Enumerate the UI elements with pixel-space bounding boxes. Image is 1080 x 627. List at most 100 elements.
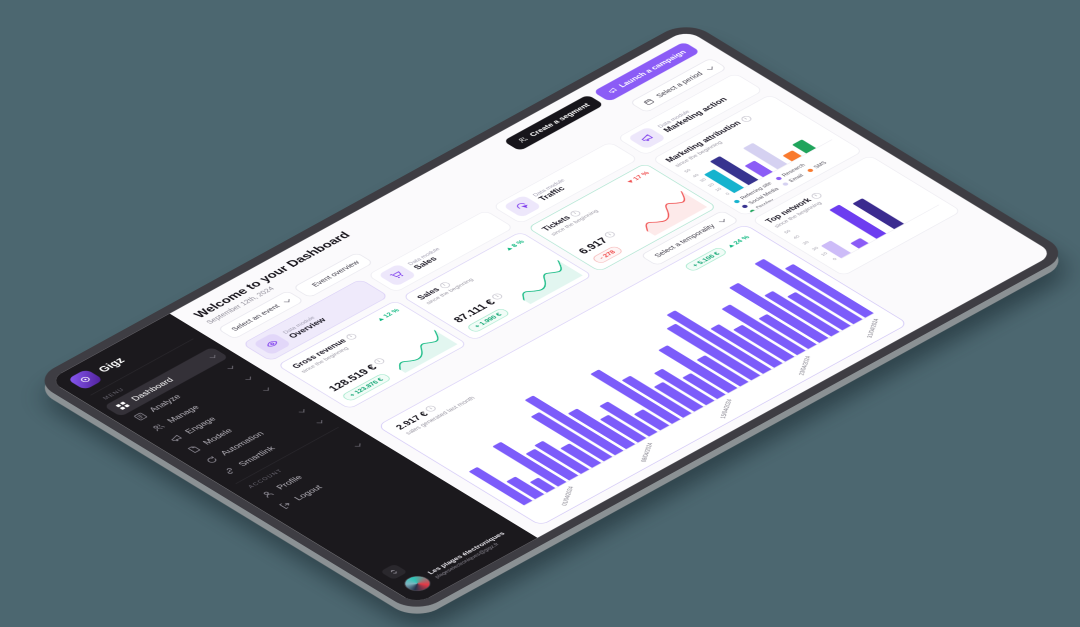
user-account-row[interactable]: Les plages électroniques plageselectroni… <box>399 527 520 595</box>
y-tick-label: 0 <box>724 192 732 196</box>
y-tick-label: 10 <box>714 187 724 193</box>
sidebar-item-smartlink[interactable]: Smartlink <box>211 412 336 482</box>
eye-icon <box>252 332 292 356</box>
sidebar-footer: Les plages électroniques plageselectroni… <box>365 506 538 604</box>
top-network-chart: 50 40 30 20 10 0 <box>783 173 940 263</box>
cart-icon <box>377 263 417 287</box>
users-icon <box>150 422 168 432</box>
megaphone-icon <box>627 126 667 150</box>
chevron-down-icon <box>245 376 251 380</box>
filters-row: Select an event Event overview Select a … <box>217 57 728 340</box>
sales-sparkline <box>501 258 583 305</box>
sidebar-item-analyze[interactable]: Analyze <box>121 358 246 428</box>
click-icon <box>502 195 542 218</box>
legend-dot <box>748 208 757 214</box>
file-icon <box>185 444 203 454</box>
chevron-down-icon <box>227 365 234 369</box>
avatar <box>399 572 436 595</box>
refresh-icon <box>203 455 221 465</box>
module-texts: Data module Overview <box>281 313 328 340</box>
megaphone-icon <box>167 433 185 443</box>
legend-label: SMS <box>811 160 829 170</box>
tickets-sparkline <box>626 189 708 236</box>
y-tick-label: 50 <box>783 229 793 235</box>
y-tick-label: 20 <box>810 246 820 252</box>
launch-campaign-button[interactable]: Launch a campaign <box>592 41 701 102</box>
sidebar-item-engage[interactable]: Engage <box>157 379 282 449</box>
sidebar-item-logout[interactable]: Logout <box>267 446 392 516</box>
megaphone-icon <box>606 86 620 94</box>
module-card-marketing-action[interactable]: Data module Marketing action <box>616 72 764 156</box>
chevron-down-icon <box>209 354 216 358</box>
sidebar-account-menu: Profile Logout <box>242 432 398 520</box>
chevron-down-icon <box>354 443 361 447</box>
info-icon[interactable] <box>602 230 617 239</box>
sidebar: Gigz MENU Dashboard Analyze Manage Engage Mo… <box>48 313 538 605</box>
sidebar-item-dashboard[interactable]: Dashboard <box>103 346 229 417</box>
info-icon[interactable] <box>424 404 438 413</box>
y-tick-label: 30 <box>698 177 708 184</box>
module-card-traffic[interactable]: Data module Traffic <box>491 141 639 225</box>
trend-up-icon <box>726 243 734 248</box>
attribution-bar <box>782 150 802 162</box>
sidebar-item-manage[interactable]: Manage <box>139 369 264 439</box>
sales-month-trend: 24 % <box>725 234 751 248</box>
y-tick-label: 0 <box>831 257 839 262</box>
x-tick-label: 15/04/2024 <box>718 399 734 420</box>
user-name: Les plages électroniques <box>425 530 507 576</box>
tablet-device: Gigz MENU Dashboard Analyze Manage Engage Mo… <box>32 20 1072 621</box>
tickets-card: Tickets since the beginning 17 % 6.917 <box>526 162 718 273</box>
legend-item-sms: SMS <box>805 160 828 173</box>
modules-row: Data module Overview Data module Sales Data … <box>241 72 764 362</box>
eye-icon <box>305 287 325 293</box>
module-card-sales[interactable]: Data module Sales <box>366 210 514 293</box>
select-period-dropdown[interactable]: Select a period <box>629 57 728 113</box>
sidebar-item-modele[interactable]: Modele <box>175 390 300 460</box>
info-icon[interactable] <box>490 292 505 301</box>
legend-dot <box>740 203 749 209</box>
y-tick-label: 40 <box>691 173 701 179</box>
logout-icon <box>277 500 295 510</box>
legend-dot <box>732 199 741 204</box>
sidebar-menu: Dashboard Analyze Manage Engage Modele Automa… <box>97 343 342 485</box>
sidebar-item-profile[interactable]: Profile <box>249 435 374 505</box>
grid-icon <box>114 401 132 411</box>
attribution-bar <box>792 139 817 154</box>
legend-dot <box>774 176 783 181</box>
sales-month-trend-value: 24 % <box>731 234 751 246</box>
sales-month-delta-badge: + 5.106 € <box>683 246 729 272</box>
y-tick-label: 10 <box>819 251 829 257</box>
brand-logo-row[interactable]: Gigz <box>49 314 203 400</box>
gross-revenue-card: Gross revenue since the beginning 12 % 1… <box>276 300 468 410</box>
dashboard-screen: Gigz MENU Dashboard Analyze Manage Engage Mo… <box>48 29 1055 605</box>
chevron-down-icon <box>283 299 290 303</box>
sales-card: Sales since the beginning 8 % 87.111 € <box>401 231 593 341</box>
chevron-down-icon <box>719 218 725 222</box>
user-plus-icon <box>516 136 530 144</box>
module-card-overview[interactable]: Data module Overview <box>241 278 390 362</box>
event-overview-button[interactable]: Event overview <box>292 252 374 298</box>
x-tick-label: 31/04/2024 <box>865 318 880 339</box>
dashboard-grid: Gross revenue since the beginning 12 % 1… <box>276 94 1034 527</box>
y-tick-label: 40 <box>792 234 802 241</box>
main-content: Welcome to your Dashboard September 12th… <box>170 30 1055 538</box>
collapse-sidebar-icon[interactable] <box>379 563 408 580</box>
chevron-down-icon <box>298 409 305 413</box>
x-tick-label: 23/04/2024 <box>797 355 813 376</box>
chevron-down-icon <box>263 387 269 391</box>
calendar-icon <box>642 98 656 106</box>
module-texts: Data module Sales <box>406 246 449 271</box>
gigz-logo-icon <box>66 368 104 391</box>
chevron-down-icon <box>316 420 323 424</box>
user-icon <box>259 489 277 499</box>
brand-name: Gigz <box>95 355 128 375</box>
sidebar-item-automation[interactable]: Automation <box>193 401 318 471</box>
y-tick-label: 30 <box>801 240 811 246</box>
create-segment-button[interactable]: Create a segment <box>503 94 605 151</box>
y-tick-label: 50 <box>683 168 693 174</box>
link-icon <box>221 466 239 476</box>
x-tick-label: 01/04/2024 <box>560 485 576 506</box>
x-tick-label: 08/04/2024 <box>639 442 655 463</box>
device-frame: Gigz MENU Dashboard Analyze Manage Engage Mo… <box>32 20 1071 614</box>
